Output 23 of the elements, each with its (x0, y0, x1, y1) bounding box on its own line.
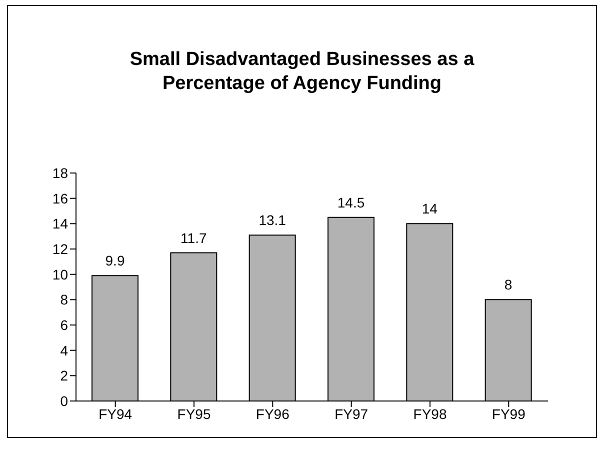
y-tick-label: 12 (52, 240, 68, 257)
y-tick-label: 14 (52, 216, 68, 232)
y-tick-label: 8 (60, 292, 68, 308)
y-tick-label: 10 (52, 266, 68, 282)
x-tick-label: FY97 (334, 406, 368, 422)
y-tick-label: 6 (60, 316, 68, 333)
x-tick-label: FY95 (177, 406, 211, 422)
y-tick-label: 0 (60, 392, 68, 409)
x-tick-label: FY98 (413, 406, 447, 422)
data-label: 8 (504, 276, 512, 293)
x-tick-label: FY94 (98, 406, 132, 422)
data-label: 14 (422, 200, 438, 217)
x-tick-label: FY99 (492, 406, 526, 422)
y-tick-label: 4 (60, 342, 68, 358)
data-label: 14.5 (337, 194, 365, 210)
y-tick-label: 16 (52, 190, 68, 206)
data-label: 9.9 (105, 252, 125, 269)
x-tick-label: FY96 (256, 406, 290, 422)
y-tick-label: 2 (60, 368, 68, 384)
y-tick-label: 18 (52, 164, 68, 181)
chart-title: Small Disadvantaged Businesses as a Percentage of Agency Funding (128, 48, 476, 96)
data-label: 13.1 (258, 212, 286, 228)
data-label: 11.7 (180, 230, 207, 246)
